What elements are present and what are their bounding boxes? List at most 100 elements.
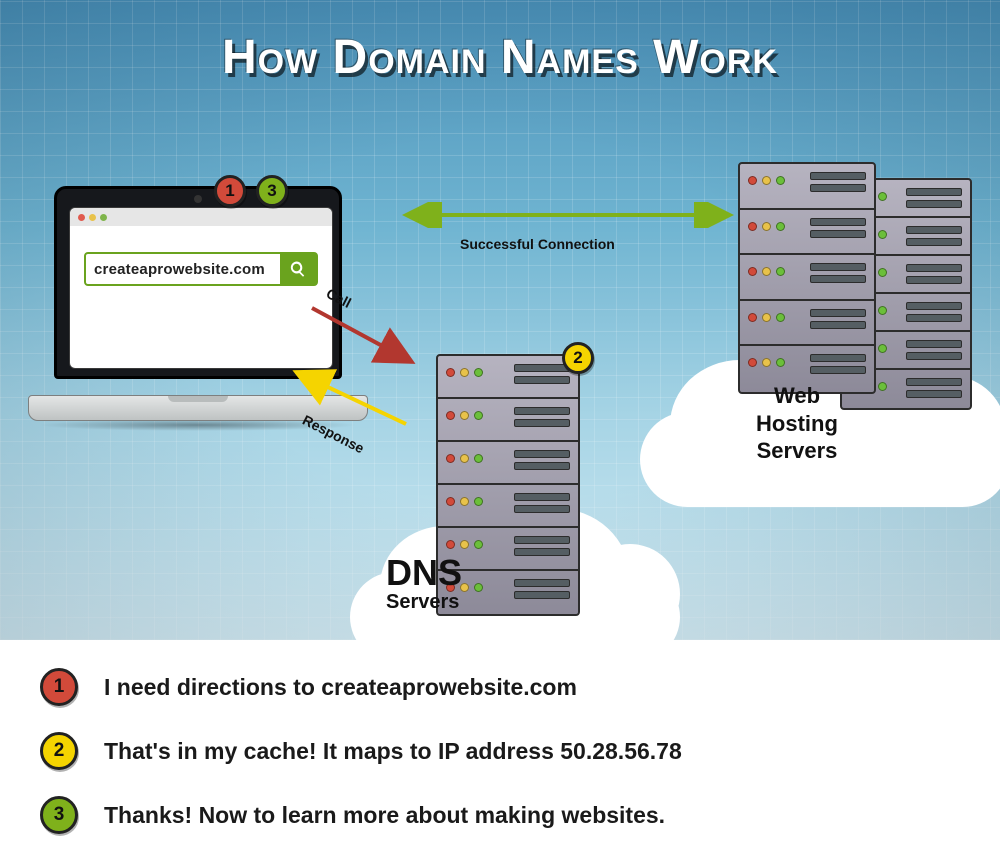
drive-slots: [514, 536, 570, 556]
rack-unit: [438, 485, 578, 528]
drive-slot: [906, 314, 962, 322]
led-row: [446, 497, 483, 506]
badge-2-num: 2: [573, 348, 582, 368]
led: [446, 368, 455, 377]
led: [474, 454, 483, 463]
led: [878, 230, 887, 239]
legend-badge-2-num: 2: [54, 740, 65, 762]
led: [460, 540, 469, 549]
browser-window: createaprowebsite.com: [69, 207, 333, 369]
drive-slot: [906, 264, 962, 272]
led: [460, 411, 469, 420]
led: [762, 176, 771, 185]
led: [776, 267, 785, 276]
drive-slot: [810, 354, 866, 362]
led-row: [748, 176, 785, 185]
led: [460, 497, 469, 506]
drive-slot: [514, 450, 570, 458]
drive-slot: [810, 366, 866, 374]
drive-slots: [906, 378, 962, 398]
drive-slot: [514, 548, 570, 556]
rack-unit: [740, 301, 874, 347]
dns-label: DNS Servers: [386, 555, 516, 614]
drive-slots: [906, 302, 962, 322]
drive-slots: [906, 340, 962, 360]
webhost-label-l2: Hosting: [732, 410, 862, 438]
led: [878, 192, 887, 201]
rack-unit: [438, 356, 578, 399]
led: [748, 267, 757, 276]
infographic-canvas: How Domain Names Work createaprowebsite.…: [0, 0, 1000, 865]
led-row: [446, 454, 483, 463]
drive-slots: [514, 407, 570, 427]
search-button[interactable]: [280, 254, 316, 284]
drive-slot: [810, 230, 866, 238]
led: [762, 313, 771, 322]
led: [878, 382, 887, 391]
drive-slot: [810, 309, 866, 317]
led: [748, 358, 757, 367]
rack-unit: [438, 442, 578, 485]
dns-label-small: Servers: [386, 591, 516, 614]
webhost-server-front: [738, 162, 876, 394]
led: [446, 540, 455, 549]
led: [878, 268, 887, 277]
drive-slot: [514, 493, 570, 501]
led: [474, 411, 483, 420]
legend-text-2: That's in my cache! It maps to IP addres…: [104, 738, 682, 765]
drive-slot: [514, 591, 570, 599]
drive-slots: [906, 264, 962, 284]
badge-2: 2: [562, 342, 594, 374]
drive-slots: [906, 188, 962, 208]
drive-slot: [514, 462, 570, 470]
drive-slot: [514, 376, 570, 384]
led: [776, 222, 785, 231]
drive-slot: [514, 364, 570, 372]
led: [762, 358, 771, 367]
drive-slots: [906, 226, 962, 246]
badge-1-num: 1: [225, 181, 234, 201]
address-text: createaprowebsite.com: [86, 254, 280, 284]
camera-dot: [194, 195, 202, 203]
arrow-success: [400, 202, 736, 228]
led-row: [748, 313, 785, 322]
drive-slots: [810, 309, 866, 329]
led: [748, 176, 757, 185]
drive-slot: [810, 172, 866, 180]
legend-text-3: Thanks! Now to learn more about making w…: [104, 802, 665, 829]
drive-slots: [514, 493, 570, 513]
drive-slot: [906, 340, 962, 348]
led: [446, 411, 455, 420]
legend-badge-1: 1: [40, 668, 78, 706]
led: [762, 267, 771, 276]
led: [748, 222, 757, 231]
search-icon: [289, 260, 307, 278]
led: [776, 358, 785, 367]
drive-slot: [906, 238, 962, 246]
drive-slot: [514, 579, 570, 587]
led: [474, 368, 483, 377]
drive-slots: [810, 263, 866, 283]
label-success: Successful Connection: [460, 236, 615, 252]
legend-text-1: I need directions to createaprowebsite.c…: [104, 674, 577, 701]
badge-3-num: 3: [267, 181, 276, 201]
legend-row-2: 2 That's in my cache! It maps to IP addr…: [40, 732, 960, 770]
led: [446, 454, 455, 463]
led: [748, 313, 757, 322]
legend-badge-2: 2: [40, 732, 78, 770]
drive-slot: [514, 419, 570, 427]
led: [474, 497, 483, 506]
webhost-label: Web Hosting Servers: [732, 382, 862, 465]
webhost-label-l1: Web: [732, 382, 862, 410]
led: [460, 454, 469, 463]
led-row: [446, 411, 483, 420]
drive-slot: [906, 188, 962, 196]
drive-slot: [906, 390, 962, 398]
led: [446, 497, 455, 506]
led: [878, 306, 887, 315]
drive-slot: [906, 302, 962, 310]
led: [776, 176, 785, 185]
badge-3: 3: [256, 175, 288, 207]
led: [878, 344, 887, 353]
drive-slot: [514, 536, 570, 544]
